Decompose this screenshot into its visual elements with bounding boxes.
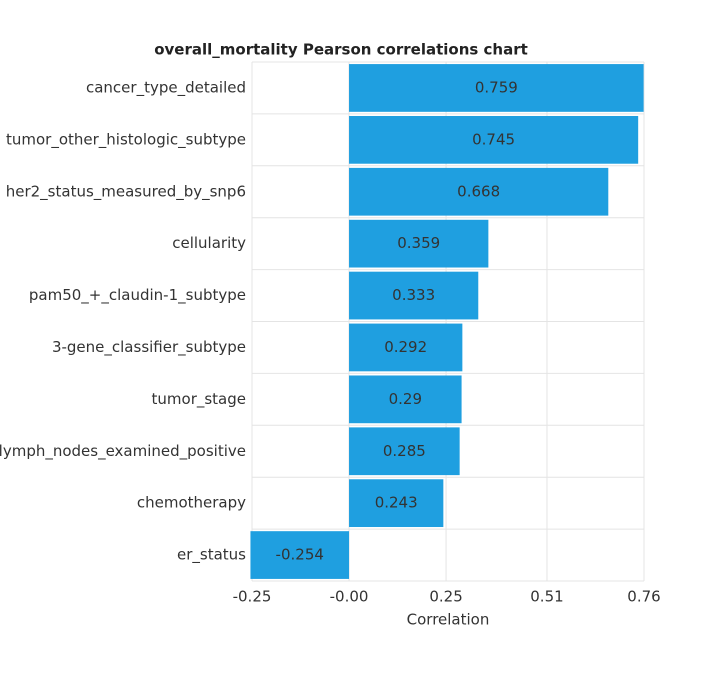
data-label: 0.285 [383, 442, 426, 460]
y-tick-label: 3-gene_classifier_subtype [52, 338, 246, 357]
y-tick-label: cancer_type_detailed [86, 78, 246, 97]
x-tick-label: 0.25 [429, 588, 462, 606]
x-tick-label: 0.51 [530, 588, 563, 606]
bar [349, 323, 463, 372]
bar [349, 271, 479, 320]
bar [349, 479, 444, 528]
bar [250, 531, 350, 579]
y-tick-label: er_status [177, 546, 246, 565]
y-tick-label: tumor_stage [152, 390, 246, 409]
x-tick-label: -0.00 [330, 588, 369, 606]
y-tick-label: chemotherapy [137, 494, 246, 512]
x-axis-title: Correlation [407, 611, 490, 629]
x-tick-label: -0.25 [233, 588, 272, 606]
bar [349, 427, 460, 476]
chart-title: overall_mortality Pearson correlations c… [154, 41, 528, 59]
data-label: 0.359 [397, 234, 440, 252]
data-label: 0.745 [472, 130, 515, 148]
y-tick-label: tumor_other_histologic_subtype [6, 130, 246, 149]
x-tick-label: 0.76 [627, 588, 660, 606]
y-tick-label: lymph_nodes_examined_positive [0, 442, 246, 461]
data-label: 0.243 [375, 494, 418, 512]
y-tick-label: her2_status_measured_by_snp6 [6, 182, 246, 201]
y-tick-label: pam50_+_claudin-1_subtype [29, 286, 246, 305]
bar [349, 115, 639, 164]
data-label: 0.333 [392, 286, 435, 304]
data-label: 0.292 [384, 338, 427, 356]
bar [349, 64, 644, 112]
data-label: 0.29 [389, 390, 422, 408]
data-label: -0.254 [276, 546, 324, 564]
data-label: 0.759 [475, 78, 518, 96]
bar [349, 375, 462, 424]
y-tick-label: cellularity [172, 234, 246, 252]
bar [349, 167, 609, 216]
bar [349, 219, 489, 268]
data-label: 0.668 [457, 182, 500, 200]
